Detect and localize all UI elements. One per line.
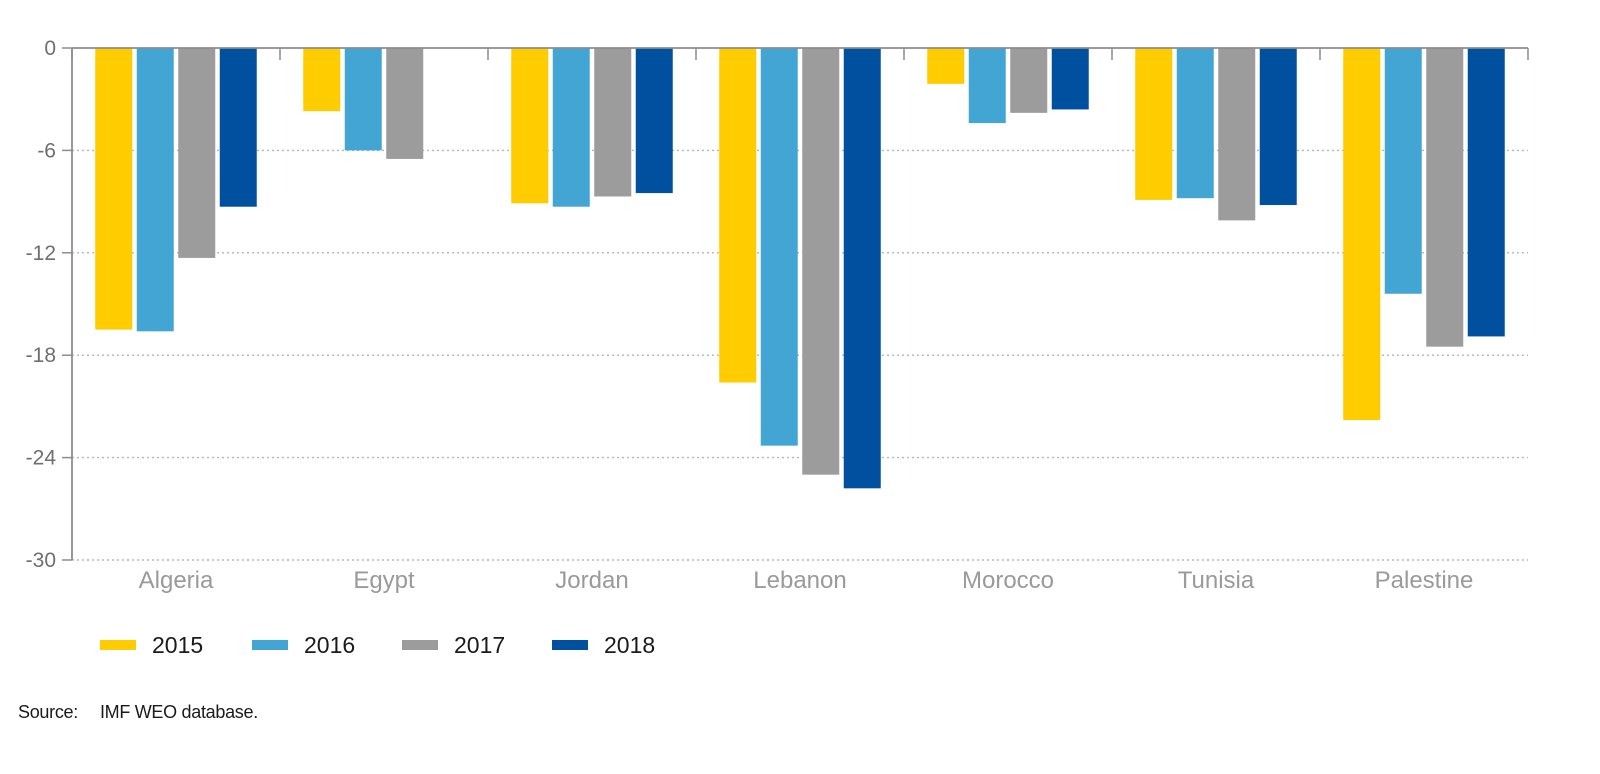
- legend-swatch: [252, 640, 288, 650]
- bar: [719, 48, 757, 383]
- legend-swatch: [402, 640, 438, 650]
- legend-swatch: [100, 640, 136, 650]
- bar: [1010, 48, 1048, 113]
- bar: [802, 48, 840, 475]
- bar: [1259, 48, 1297, 206]
- bar: [386, 48, 424, 159]
- bar: [1176, 48, 1214, 199]
- bar: [1343, 48, 1381, 421]
- axis-labels: 0 -6 -12 -18 -24 -30 Algeria Egypt Jordan Lebanon…: [26, 37, 1474, 594]
- legend-swatch: [552, 640, 588, 650]
- x-tick-label: Egypt: [353, 567, 415, 594]
- x-tick-label: Tunisia: [1178, 567, 1255, 594]
- y-tick-label: 0: [44, 37, 56, 60]
- bar: [1218, 48, 1256, 221]
- bar: [1135, 48, 1173, 200]
- legend-label: 2017: [454, 632, 505, 658]
- x-tick-label: Algeria: [139, 567, 214, 594]
- bar: [178, 48, 216, 258]
- x-tick-label: Palestine: [1375, 567, 1474, 594]
- bar: [760, 48, 798, 446]
- bar: [1384, 48, 1422, 294]
- source-note: Source: IMF WEO database.: [18, 702, 258, 723]
- gridlines: [72, 149, 1528, 561]
- y-tick-label: -6: [37, 139, 56, 162]
- bar: [303, 48, 341, 112]
- bar: [635, 48, 673, 194]
- x-tick-label: Lebanon: [753, 567, 846, 594]
- bar: [843, 48, 881, 489]
- bar-chart: 0 -6 -12 -18 -24 -30 Algeria Egypt Jordan Lebanon…: [26, 37, 1529, 658]
- bar: [552, 48, 590, 207]
- source-label: Source:: [18, 702, 78, 722]
- bar: [136, 48, 174, 332]
- bar: [219, 48, 257, 207]
- y-tick-label: -12: [26, 242, 56, 265]
- legend-label: 2016: [304, 632, 355, 658]
- legend-label: 2015: [152, 632, 203, 658]
- axes: [62, 47, 1529, 561]
- y-tick-label: -24: [26, 447, 57, 470]
- source-text: IMF WEO database.: [99, 702, 258, 722]
- bar: [95, 48, 133, 330]
- legend-label: 2018: [604, 632, 655, 658]
- bar: [344, 48, 382, 151]
- x-tick-label: Jordan: [555, 567, 628, 594]
- bar: [594, 48, 632, 197]
- bars: [95, 48, 1505, 489]
- bar: [1051, 48, 1089, 110]
- bar: [927, 48, 965, 84]
- x-tick-label: Morocco: [962, 567, 1054, 594]
- y-tick-label: -18: [26, 344, 56, 367]
- y-tick-label: -30: [26, 549, 56, 572]
- bar: [511, 48, 549, 204]
- bar: [1467, 48, 1505, 337]
- bar: [968, 48, 1006, 124]
- bar: [1426, 48, 1464, 347]
- legend: 2015 2016 2017 2018: [100, 632, 655, 658]
